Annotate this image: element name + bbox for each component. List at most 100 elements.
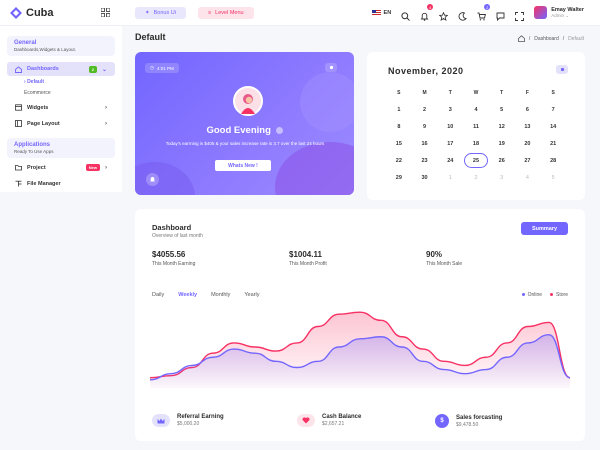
calendar-day[interactable]: 7	[551, 106, 555, 113]
home-icon[interactable]	[518, 35, 525, 42]
calendar-day[interactable]: 22	[395, 157, 402, 164]
stat-value: 90%	[426, 250, 443, 259]
avatar	[534, 6, 548, 19]
calendar-day[interactable]: 18	[472, 140, 480, 147]
grid-toggle-icon[interactable]	[101, 8, 110, 17]
calendar-day[interactable]: 26	[498, 157, 505, 164]
chat-icon[interactable]	[496, 8, 505, 22]
calendar-day[interactable]: 5	[500, 106, 504, 113]
calendar-day[interactable]: 4	[474, 106, 478, 113]
calendar-day[interactable]: 28	[550, 157, 557, 164]
layout-icon	[15, 120, 22, 127]
calendar-day[interactable]: 4	[525, 174, 529, 181]
calendar-day[interactable]: 16	[421, 140, 428, 147]
dashboards-count-badge: 2	[88, 65, 97, 73]
calendar-day[interactable]: 30	[421, 174, 428, 181]
stat-label: This Month Profit	[289, 261, 327, 267]
greeting-title-row: Good Evening	[135, 125, 354, 136]
widgets-icon	[15, 104, 22, 111]
calendar-day[interactable]: 21	[550, 140, 557, 147]
footer-title: Referral Earning	[177, 414, 224, 420]
whats-new-button[interactable]: Whats New !	[215, 160, 271, 171]
sidebar-item-page-layout[interactable]: Page Layout ›	[7, 117, 115, 130]
calendar-day[interactable]: 2	[474, 174, 478, 181]
sidebar-item-dashboards[interactable]: Dashboards 2 ⌄	[7, 62, 115, 76]
search-icon[interactable]	[401, 8, 411, 21]
file-manager-icon	[15, 180, 22, 187]
calendar-day[interactable]: 10	[447, 123, 454, 130]
legend-online: Online	[521, 292, 542, 298]
sidebar-item-page-layout-label: Page Layout	[27, 120, 60, 127]
bell-icon[interactable]: 4	[420, 4, 434, 21]
stat-label: This Month Earning	[152, 261, 196, 267]
calendar-day[interactable]: 27	[524, 157, 531, 164]
stat-label: This Month Sale	[426, 261, 463, 267]
logo[interactable]: Cuba	[0, 0, 122, 26]
submenu-item-default[interactable]: › Default	[24, 78, 45, 85]
greeting-illustration	[233, 86, 263, 116]
level-menu-button[interactable]: ≡ Level Menu	[197, 6, 254, 19]
calendar-day[interactable]: 23	[421, 157, 428, 164]
calendar-day[interactable]: 14	[550, 123, 557, 130]
calendar-day[interactable]: 2	[423, 106, 427, 113]
tab-yearly[interactable]: Yearly	[244, 292, 260, 298]
calendar-title: November, 2020	[388, 66, 464, 76]
greeting-title: Good Evening	[206, 125, 271, 136]
calendar-day[interactable]: 11	[473, 123, 479, 130]
breadcrumb-separator: /	[562, 35, 565, 42]
logo-icon	[10, 6, 22, 19]
level-menu-label: Level Menu	[215, 9, 244, 16]
footer-referral-earning: Referral Earning $5,000.20	[152, 414, 224, 427]
calendar-day[interactable]: 1	[397, 106, 401, 113]
calendar-day[interactable]: 29	[395, 174, 402, 181]
calendar-day[interactable]: 24	[447, 157, 454, 164]
dark-mode-moon-icon[interactable]	[458, 8, 467, 21]
footer-title: Sales forcasting	[456, 414, 503, 421]
calendar-day[interactable]: 6	[525, 106, 529, 113]
calendar-card: November, 2020 S M T W T F S 1 2 3 4 5 6 7 8 9 10 11 12 13 1…	[367, 52, 585, 200]
app-name: Cuba	[26, 6, 54, 19]
calendar-day[interactable]: 17	[447, 140, 454, 147]
calendar-options-icon[interactable]	[556, 65, 568, 74]
language-selector[interactable]: EN	[371, 9, 391, 16]
star-icon: ✦	[145, 9, 150, 16]
tab-weekly[interactable]: Weekly	[178, 292, 198, 298]
breadcrumb-dashboard[interactable]: Dashboard	[534, 35, 559, 42]
calendar-day[interactable]: 9	[423, 123, 427, 130]
fullscreen-icon[interactable]	[515, 8, 525, 21]
sidebar-item-file-manager[interactable]: File Manager	[7, 177, 115, 190]
options-icon[interactable]	[325, 63, 337, 72]
calendar-day[interactable]: 3	[448, 106, 452, 113]
calendar-day[interactable]: 25	[463, 152, 489, 169]
dashboard-title: Dashboard	[152, 223, 192, 232]
bonus-ui-button[interactable]: ✦ Bonus Ui	[135, 6, 186, 19]
calendar-day[interactable]: 5	[551, 174, 555, 181]
tab-daily[interactable]: Daily	[152, 292, 165, 298]
calendar-day[interactable]: 13	[524, 123, 531, 130]
bookmark-star-icon[interactable]	[438, 8, 449, 21]
calendar-day[interactable]: 20	[524, 140, 531, 147]
bell-icon[interactable]	[146, 173, 159, 186]
chevron-right-icon: ›	[105, 104, 107, 111]
calendar-day[interactable]: 15	[395, 140, 402, 147]
sidebar-item-project[interactable]: Project New ›	[7, 161, 115, 174]
calendar-day[interactable]: 3	[500, 174, 504, 181]
home-icon	[15, 65, 22, 73]
breadcrumb-default: Default	[568, 35, 584, 42]
calendar-day[interactable]: 12	[498, 123, 505, 130]
cart-count-badge: 2	[484, 4, 491, 10]
project-new-badge: New	[85, 164, 100, 171]
calendar-day[interactable]: 1	[448, 174, 452, 181]
bonus-ui-label: Bonus Ui	[153, 9, 176, 16]
calendar-day[interactable]: 19	[498, 140, 505, 147]
page-title: Default	[135, 32, 166, 42]
sidebar-item-widgets[interactable]: Widgets ›	[7, 101, 115, 114]
submenu-item-ecommerce[interactable]: Ecommerce	[24, 89, 51, 96]
calendar-day[interactable]: 8	[397, 123, 401, 130]
cart-icon[interactable]: 2	[477, 4, 491, 21]
weekday-header: M	[422, 89, 427, 96]
tab-monthly[interactable]: Monthly	[211, 292, 231, 298]
summary-button[interactable]: Summary	[521, 222, 568, 235]
user-profile[interactable]: Emay Walter Admin ⌄	[534, 6, 584, 19]
sidebar-item-project-label: Project	[27, 164, 46, 171]
